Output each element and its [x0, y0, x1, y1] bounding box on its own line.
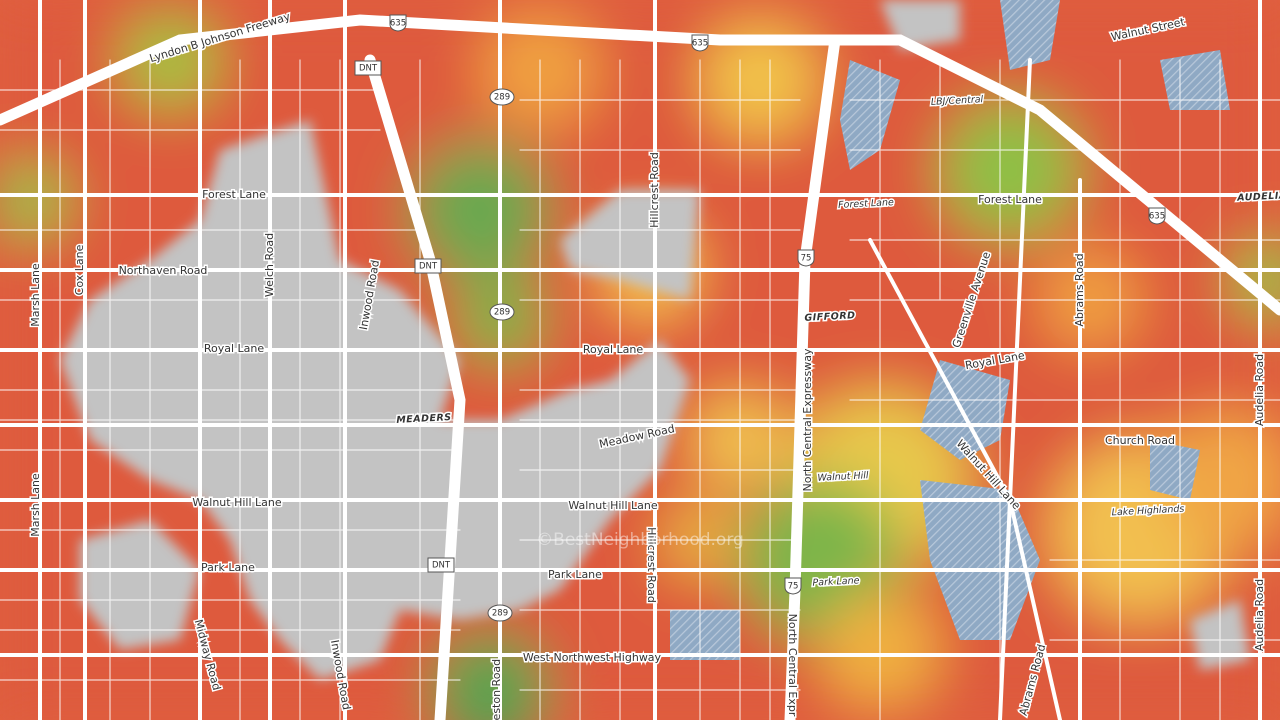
shield-icon: [797, 249, 815, 267]
road-label: Hillcrest Road: [648, 152, 661, 228]
shield-icon: [784, 577, 802, 595]
shield-number: DNT: [432, 561, 451, 571]
place-label: LBJ/Central: [931, 94, 984, 108]
place-label: AUDELIA: [1236, 190, 1280, 204]
shield-number: 635: [390, 19, 406, 29]
place-label: Park Lane: [812, 575, 860, 588]
road-label: Hillcrest Road: [645, 527, 658, 603]
road-label: Northaven Road: [119, 264, 208, 277]
shield-number: 75: [801, 254, 812, 264]
route-shield: 635: [691, 34, 709, 52]
road-label: Forest Lane: [202, 188, 266, 201]
road-label: Church Road: [1105, 434, 1175, 447]
road-label: Audelia Road: [1253, 579, 1266, 651]
shield-number: 75: [788, 582, 799, 592]
road-label: Walnut Hill Lane: [192, 496, 282, 509]
road-label: Marsh Lane: [29, 473, 42, 537]
road-label: Marsh Lane: [29, 263, 42, 327]
shield-number: 289: [494, 308, 510, 318]
route-shield: DNT: [427, 557, 455, 573]
shield-number: 289: [492, 609, 508, 619]
road-label: Forest Lane: [978, 193, 1042, 206]
shield-number: DNT: [419, 262, 438, 272]
road-label: Park Lane: [201, 561, 255, 574]
road-label: Walnut Hill Lane: [568, 499, 658, 512]
route-shield: 635: [389, 14, 407, 32]
route-shield: DNT: [354, 60, 382, 76]
shield-number: 635: [1149, 212, 1165, 222]
route-shield: DNT: [414, 258, 442, 274]
shield-number: 635: [692, 39, 708, 49]
road-label: North Central Expressway: [801, 348, 814, 492]
road-label: Preston Road: [490, 659, 503, 720]
shield-icon: [691, 34, 709, 52]
place-label: Forest Lane: [838, 197, 894, 211]
route-shield: 635: [1148, 207, 1166, 225]
road-label: Welch Road: [263, 233, 276, 297]
shield-icon: [487, 604, 513, 622]
shield-icon: [354, 60, 382, 76]
shield-icon: [489, 303, 515, 321]
shield-number: 289: [494, 93, 510, 103]
route-shield: 289: [489, 303, 515, 321]
place-label: Walnut Hill: [817, 470, 869, 484]
road-label: Royal Lane: [204, 342, 265, 355]
shield-icon: [389, 14, 407, 32]
road-label: Royal Lane: [583, 343, 644, 356]
road-label: Audelia Road: [1253, 354, 1266, 426]
place-label: MEADERS: [396, 412, 452, 426]
water-areas: [670, 0, 1230, 660]
place-label: GIFFORD: [804, 310, 856, 324]
road-label: Cox Lane: [73, 244, 86, 295]
shield-icon: [1148, 207, 1166, 225]
route-shield: 75: [797, 249, 815, 267]
shield-icon: [489, 88, 515, 106]
road-label: North Central Expr: [786, 614, 799, 717]
shield-icon: [414, 258, 442, 274]
route-shield: 289: [487, 604, 513, 622]
road-label: West Northwest Highway: [523, 651, 662, 664]
place-label: Lake Highlands: [1111, 504, 1184, 519]
shield-icon: [427, 557, 455, 573]
route-shield: 289: [489, 88, 515, 106]
road-label: Abrams Road: [1073, 253, 1086, 326]
route-shield: 75: [784, 577, 802, 595]
road-label: Park Lane: [548, 568, 602, 581]
watermark: ©BestNeighborhood.org: [536, 530, 744, 550]
shield-number: DNT: [359, 64, 378, 74]
